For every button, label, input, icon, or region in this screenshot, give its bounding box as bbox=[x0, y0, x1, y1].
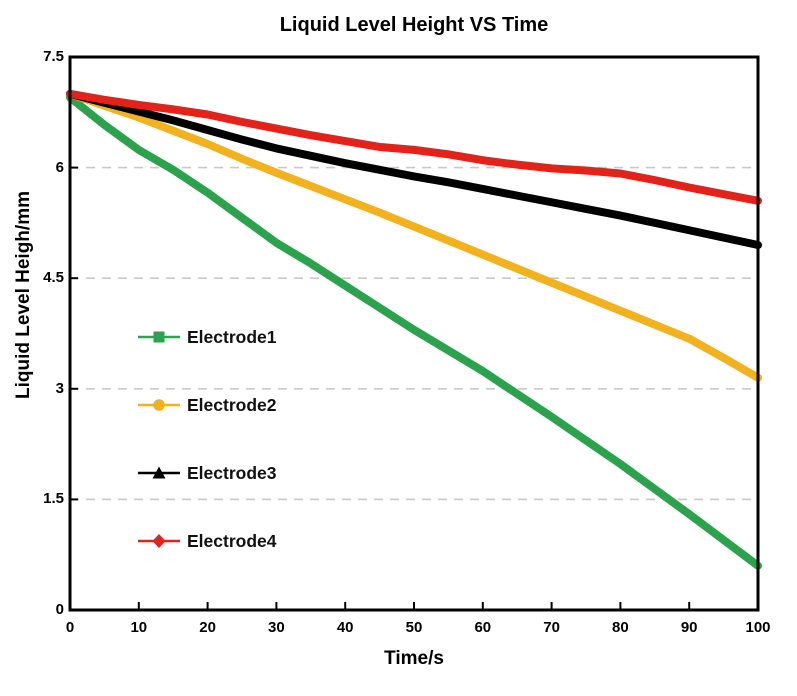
x-tick-label: 0 bbox=[65, 619, 75, 636]
diamond-marker-icon bbox=[138, 534, 180, 548]
x-tick-label: 30 bbox=[268, 619, 285, 636]
x-tick-label: 10 bbox=[130, 619, 148, 636]
circle-marker-icon bbox=[138, 399, 180, 411]
series-line-electrode2 bbox=[66, 89, 762, 382]
series-lines bbox=[66, 89, 762, 570]
x-tick-label: 70 bbox=[543, 619, 560, 636]
y-tick-label: 3 bbox=[55, 379, 64, 397]
legend-label: Electrode2 bbox=[187, 394, 277, 415]
x-tick-label: 90 bbox=[680, 619, 698, 636]
x-tick-label: 80 bbox=[612, 619, 629, 636]
legend-label: Electrode3 bbox=[187, 462, 277, 483]
legend-item-electrode4: Electrode4 bbox=[138, 527, 276, 555]
y-tick-label: 4.5 bbox=[43, 269, 64, 287]
chart-title: Liquid Level Height VS Time bbox=[279, 14, 549, 36]
y-tick-label: 6 bbox=[55, 158, 64, 176]
axis-ticks bbox=[69, 56, 759, 611]
series-line-electrode4 bbox=[66, 89, 762, 205]
legend-label: Electrode4 bbox=[187, 530, 277, 551]
x-tick-label: 20 bbox=[199, 619, 216, 636]
y-tick-label: 7.5 bbox=[43, 48, 64, 65]
square-marker-icon bbox=[138, 331, 180, 343]
series-line-electrode3 bbox=[66, 89, 762, 250]
legend-item-electrode1: Electrode1 bbox=[138, 323, 276, 351]
legend: Electrode1 Electrode2 Electrode3 Electrode4 bbox=[138, 323, 276, 555]
x-tick-label: 40 bbox=[336, 619, 354, 636]
series-line-electrode1 bbox=[66, 93, 762, 570]
x-axis-title: Time/s bbox=[384, 648, 444, 669]
x-tick-label: 100 bbox=[745, 619, 771, 636]
legend-item-electrode2: Electrode2 bbox=[138, 391, 276, 419]
triangle-marker-icon bbox=[138, 466, 180, 479]
legend-item-electrode3: Electrode3 bbox=[138, 459, 276, 487]
x-tick-label: 60 bbox=[474, 619, 492, 636]
x-tick-label: 50 bbox=[405, 619, 423, 636]
legend-label: Electrode1 bbox=[187, 326, 277, 347]
y-tick-label: 1.5 bbox=[43, 490, 64, 508]
y-tick-label: 0 bbox=[55, 601, 64, 618]
gridlines bbox=[70, 166, 758, 501]
